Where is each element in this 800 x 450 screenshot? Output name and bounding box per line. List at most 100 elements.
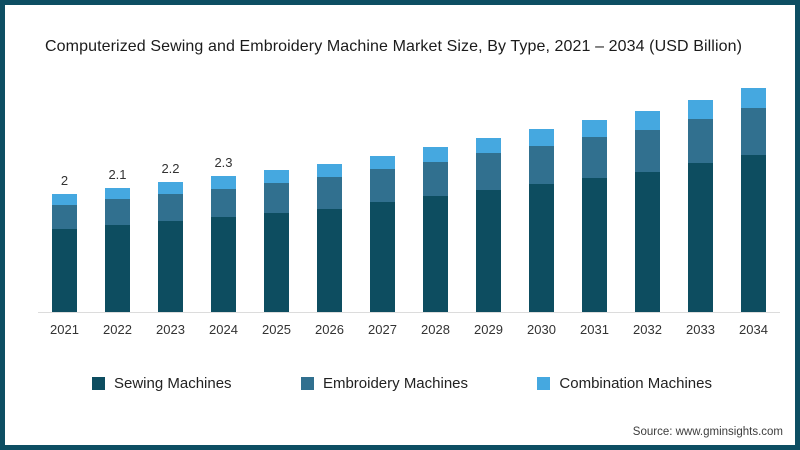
bar-segment-combination-machines-2024 <box>211 176 236 189</box>
plot-area: 2 2.1 2.2 2.3 <box>38 80 780 313</box>
bar-segment-embroidery-machines-2026 <box>317 177 342 209</box>
bar-segment-sewing-machines-2023 <box>158 221 183 312</box>
bar-segment-combination-machines-2034 <box>741 87 766 108</box>
bar-segment-combination-machines-2021 <box>52 194 77 205</box>
bar-stack-2028 <box>423 146 448 312</box>
bar-stack-2021 <box>52 194 77 312</box>
bar-group-2029 <box>462 80 515 312</box>
bar-stack-2034 <box>741 87 766 312</box>
bar-segment-sewing-machines-2021 <box>52 229 77 312</box>
bar-segment-combination-machines-2030 <box>529 129 554 146</box>
x-axis-label-2021: 2021 <box>50 322 79 337</box>
bar-stack-2033 <box>688 99 713 312</box>
x-axis-label-2032: 2032 <box>633 322 662 337</box>
bar-segment-embroidery-machines-2025 <box>264 183 289 213</box>
x-axis-label-2023: 2023 <box>156 322 185 337</box>
bar-segment-embroidery-machines-2022 <box>105 199 130 226</box>
legend-item-sewing-machines: Sewing Machines <box>92 375 232 392</box>
bar-segment-sewing-machines-2024 <box>211 217 236 312</box>
bar-stack-2026 <box>317 164 342 312</box>
bar-segment-combination-machines-2027 <box>370 155 395 170</box>
bar-segment-combination-machines-2023 <box>158 182 183 195</box>
bar-segment-combination-machines-2032 <box>635 111 660 130</box>
bar-value-label-2024: 2.3 <box>214 155 233 171</box>
bar-group-2024: 2.3 <box>197 80 250 312</box>
bar-segment-embroidery-machines-2028 <box>423 161 448 197</box>
bar-group-2034 <box>727 80 780 312</box>
x-axis-label-2031: 2031 <box>580 322 609 337</box>
bar-segment-sewing-machines-2027 <box>370 202 395 312</box>
x-axis-label-2034: 2034 <box>739 322 768 337</box>
legend: Sewing Machines Embroidery Machines Comb… <box>92 375 712 392</box>
legend-swatch-combination-machines-icon <box>537 377 551 390</box>
bar-segment-embroidery-machines-2032 <box>635 129 660 172</box>
bar-segment-sewing-machines-2022 <box>105 225 130 312</box>
bar-group-2032 <box>621 80 674 312</box>
x-axis-label-2025: 2025 <box>262 322 291 337</box>
bar-segment-combination-machines-2029 <box>476 138 501 154</box>
bar-segment-embroidery-machines-2021 <box>52 204 77 230</box>
bar-group-2030 <box>515 80 568 312</box>
bar-value-label-2021: 2 <box>60 173 69 189</box>
x-axis-label-2030: 2030 <box>527 322 556 337</box>
bar-segment-embroidery-machines-2029 <box>476 153 501 190</box>
bar-stack-2027 <box>370 155 395 312</box>
legend-label-sewing-machines: Sewing Machines <box>114 375 232 392</box>
bar-segment-sewing-machines-2033 <box>688 163 713 312</box>
bar-segment-embroidery-machines-2030 <box>529 145 554 184</box>
bar-segment-sewing-machines-2025 <box>264 212 289 312</box>
x-axis-label-2027: 2027 <box>368 322 397 337</box>
bar-segment-sewing-machines-2032 <box>635 171 660 312</box>
bar-segment-sewing-machines-2031 <box>582 177 607 312</box>
source-note: Source: www.gminsights.com <box>632 426 783 438</box>
bar-stack-2025 <box>264 170 289 312</box>
bar-segment-sewing-machines-2029 <box>476 189 501 312</box>
x-axis-label-2024: 2024 <box>209 322 238 337</box>
bar-segment-embroidery-machines-2027 <box>370 169 395 203</box>
legend-swatch-sewing-machines-icon <box>92 377 105 390</box>
legend-label-embroidery-machines: Embroidery Machines <box>322 375 469 392</box>
bar-group-2021: 2 <box>38 80 91 312</box>
x-axis-label-2029: 2029 <box>474 322 503 337</box>
bar-stack-2032 <box>635 111 660 312</box>
bar-segment-embroidery-machines-2023 <box>158 194 183 222</box>
bar-segment-combination-machines-2028 <box>423 146 448 162</box>
legend-item-combination-machines: Combination Machines <box>537 375 712 392</box>
bar-group-2027 <box>356 80 409 312</box>
bar-stack-2022 <box>105 188 130 312</box>
bar-group-2023: 2.2 <box>144 80 197 312</box>
bar-stack-2024 <box>211 176 236 312</box>
x-axis-label-2028: 2028 <box>421 322 450 337</box>
bar-group-2033 <box>674 80 727 312</box>
legend-item-embroidery-machines: Embroidery Machines <box>300 375 469 392</box>
bar-segment-sewing-machines-2034 <box>741 155 766 312</box>
bar-segment-sewing-machines-2026 <box>317 208 342 312</box>
bar-stack-2030 <box>529 129 554 312</box>
bar-segment-sewing-machines-2028 <box>423 196 448 312</box>
bar-segment-combination-machines-2022 <box>105 188 130 200</box>
bar-stack-2031 <box>582 120 607 312</box>
bar-segment-sewing-machines-2030 <box>529 184 554 312</box>
bar-group-2025 <box>250 80 303 312</box>
x-axis-labels: 2021 2022 2023 2024 2025 2026 2027 2028 2029 2030… <box>38 322 780 337</box>
bar-stack-2023 <box>158 182 183 312</box>
bar-group-2022: 2.1 <box>91 80 144 312</box>
bar-segment-combination-machines-2033 <box>688 99 713 119</box>
bar-segment-embroidery-machines-2024 <box>211 188 236 217</box>
bar-group-2028 <box>409 80 462 312</box>
bar-segment-combination-machines-2025 <box>264 170 289 184</box>
legend-swatch-embroidery-machines-icon <box>300 377 314 390</box>
bar-segment-embroidery-machines-2031 <box>582 137 607 178</box>
x-axis-label-2026: 2026 <box>315 322 344 337</box>
x-axis-label-2022: 2022 <box>103 322 132 337</box>
bar-value-label-2022: 2.1 <box>108 167 127 183</box>
bar-group-2031 <box>568 80 621 312</box>
bar-segment-embroidery-machines-2033 <box>688 118 713 164</box>
bar-segment-combination-machines-2026 <box>317 164 342 178</box>
bar-group-2026 <box>303 80 356 312</box>
bar-stack-2029 <box>476 138 501 312</box>
x-axis-label-2033: 2033 <box>686 322 715 337</box>
bar-segment-embroidery-machines-2034 <box>741 107 766 156</box>
bar-segment-combination-machines-2031 <box>582 120 607 138</box>
